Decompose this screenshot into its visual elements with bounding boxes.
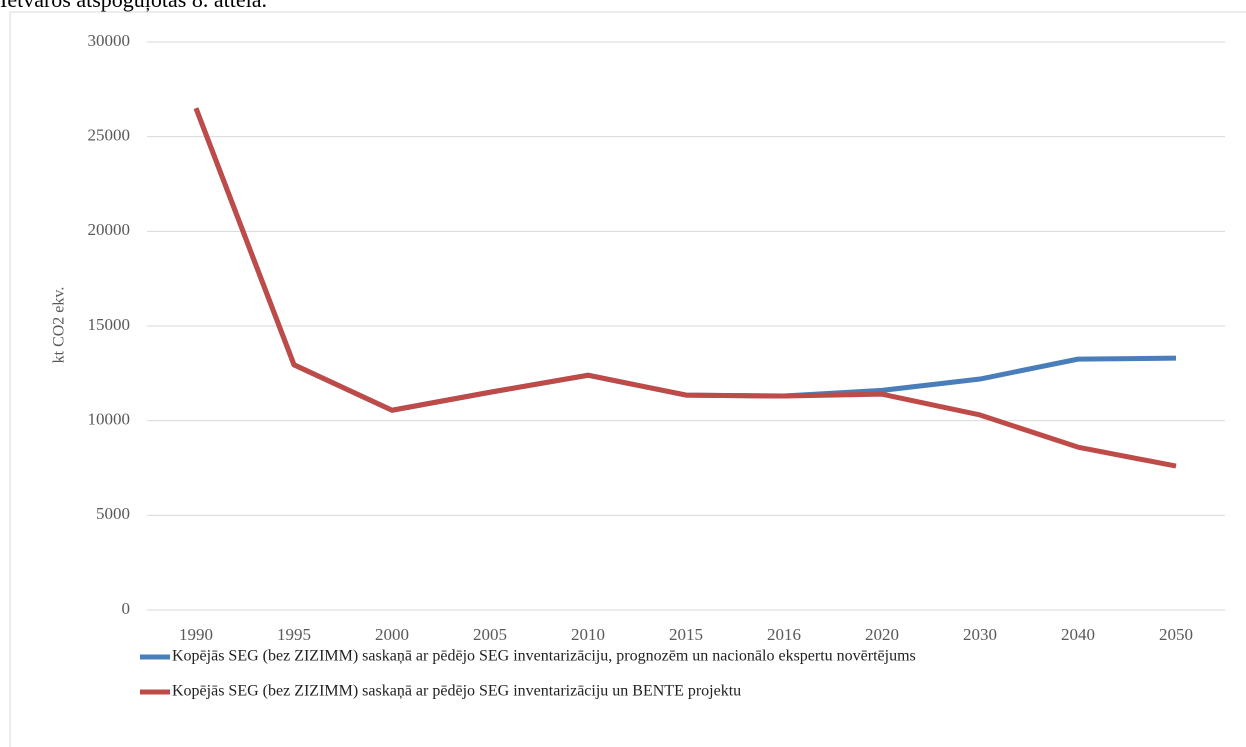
y-tick-label: 25000: [88, 126, 131, 145]
y-tick-label: 15000: [88, 315, 131, 334]
x-tick-label: 2020: [865, 625, 899, 644]
legend-label: Kopējās SEG (bez ZIZIMM) saskaņā ar pēdē…: [172, 648, 916, 665]
x-tick-label: 2040: [1061, 625, 1095, 644]
x-tick-label: 2000: [375, 625, 409, 644]
x-tick-label: 2016: [767, 625, 801, 644]
chart-frame: [9, 11, 1246, 747]
x-tick-label: 2010: [571, 625, 605, 644]
series-line: [193, 107, 1177, 469]
x-tick-label: 2015: [669, 625, 703, 644]
legend-label: Kopējās SEG (bez ZIZIMM) saskaņā ar pēdē…: [172, 683, 741, 700]
series-line: [193, 107, 1177, 413]
y-tick-label: 20000: [88, 220, 131, 239]
y-tick-label: 0: [122, 599, 131, 618]
x-tick-label: 1995: [277, 625, 311, 644]
x-tick-label: 1990: [179, 625, 213, 644]
x-tick-label: 2005: [473, 625, 507, 644]
y-tick-label: 30000: [88, 31, 131, 50]
y-axis-label: kt CO2 ekv.: [51, 287, 68, 364]
x-tick-label: 2050: [1159, 625, 1193, 644]
y-tick-label: 10000: [88, 410, 131, 429]
page-text: Ietvaros atspoguļotas 8. attēlā.: [0, 0, 267, 12]
y-tick-label: 5000: [96, 504, 130, 523]
x-tick-label: 2030: [963, 625, 997, 644]
